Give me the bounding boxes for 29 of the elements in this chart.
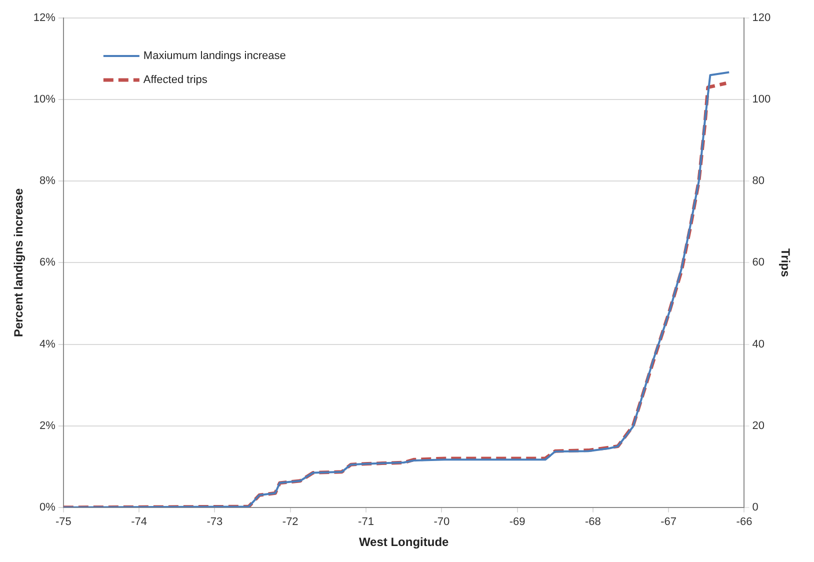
x-tick-label: -71 bbox=[358, 516, 374, 528]
x-tick-label: -75 bbox=[55, 516, 72, 528]
y-tick-label: 4% bbox=[40, 338, 56, 350]
x-tick-label: -69 bbox=[509, 516, 526, 528]
legend-label: Affected trips bbox=[143, 74, 208, 86]
x-tick-label: -67 bbox=[660, 516, 677, 528]
y2-tick-label: 40 bbox=[752, 338, 764, 350]
x-tick-label: -72 bbox=[282, 516, 298, 528]
y2-tick-label: 0 bbox=[752, 501, 758, 514]
y2-tick-label: 20 bbox=[752, 420, 764, 432]
y2-axis-title: Trips bbox=[778, 248, 792, 278]
legend-label: Maxiumum landings increase bbox=[143, 50, 286, 62]
y-axis-title: Percent landigns increase bbox=[12, 188, 26, 338]
y-tick-label: 0% bbox=[40, 501, 56, 514]
y2-tick-label: 100 bbox=[752, 94, 771, 106]
y-tick-label: 8% bbox=[40, 175, 56, 188]
y2-tick-label: 120 bbox=[752, 12, 771, 24]
y2-tick-label: 60 bbox=[752, 256, 764, 269]
x-tick-label: -68 bbox=[585, 516, 601, 528]
x-tick-label: -70 bbox=[434, 516, 450, 528]
y-tick-label: 12% bbox=[33, 12, 56, 24]
x-tick-label: -66 bbox=[736, 516, 752, 528]
y-tick-label: 6% bbox=[40, 256, 56, 269]
x-tick-label: -73 bbox=[206, 516, 223, 528]
y-tick-label: 2% bbox=[40, 420, 56, 432]
y2-tick-label: 80 bbox=[752, 175, 764, 188]
x-tick-label: -74 bbox=[131, 516, 148, 528]
x-axis-title: West Longitude bbox=[358, 535, 450, 550]
y-tick-label: 10% bbox=[33, 94, 56, 106]
